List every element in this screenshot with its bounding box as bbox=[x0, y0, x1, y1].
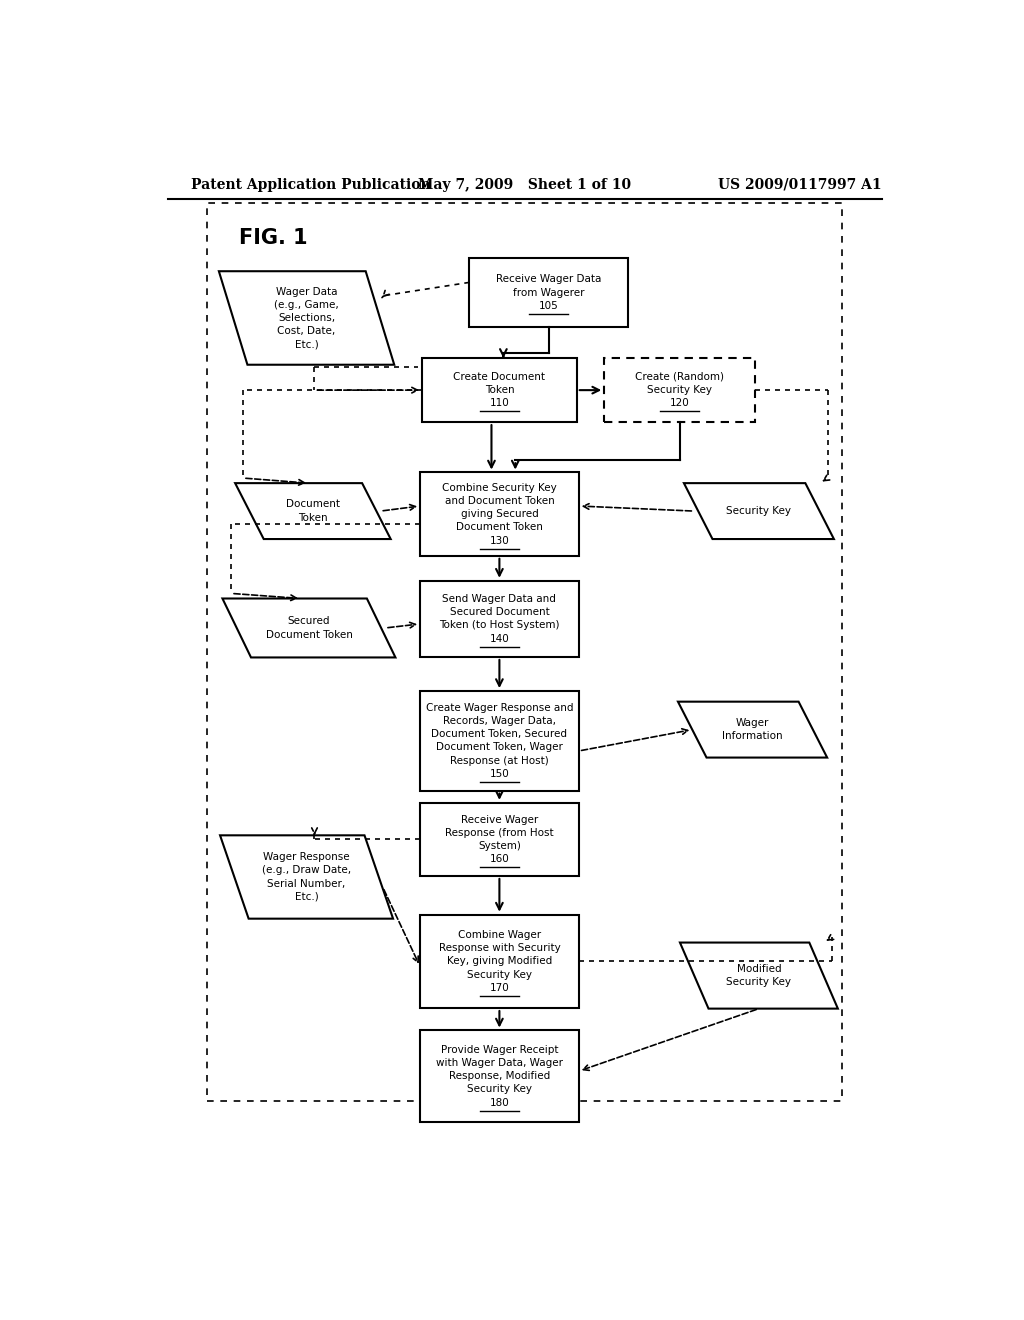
Text: 170: 170 bbox=[489, 983, 509, 993]
Text: giving Secured: giving Secured bbox=[461, 510, 539, 519]
Text: Wager Response: Wager Response bbox=[263, 853, 350, 862]
Text: Token (to Host System): Token (to Host System) bbox=[439, 620, 560, 631]
Text: 105: 105 bbox=[539, 301, 558, 310]
FancyBboxPatch shape bbox=[469, 257, 628, 327]
Polygon shape bbox=[222, 598, 395, 657]
Text: 160: 160 bbox=[489, 854, 509, 865]
Text: from Wagerer: from Wagerer bbox=[513, 288, 585, 297]
Polygon shape bbox=[236, 483, 391, 539]
Text: Records, Wager Data,: Records, Wager Data, bbox=[443, 715, 556, 726]
Text: Cost, Date,: Cost, Date, bbox=[278, 326, 336, 337]
Polygon shape bbox=[680, 942, 838, 1008]
Text: FIG. 1: FIG. 1 bbox=[240, 227, 308, 248]
Text: Security Key: Security Key bbox=[647, 385, 712, 395]
Text: Serial Number,: Serial Number, bbox=[267, 879, 346, 888]
FancyBboxPatch shape bbox=[604, 358, 755, 422]
Text: Combine Security Key: Combine Security Key bbox=[442, 483, 557, 492]
Text: Token: Token bbox=[298, 512, 328, 523]
Text: Patent Application Publication: Patent Application Publication bbox=[191, 178, 431, 191]
Text: Token: Token bbox=[484, 385, 514, 395]
FancyBboxPatch shape bbox=[420, 915, 579, 1008]
Text: US 2009/0117997 A1: US 2009/0117997 A1 bbox=[718, 178, 882, 191]
Text: Security Key: Security Key bbox=[467, 1085, 531, 1094]
Text: Response (at Host): Response (at Host) bbox=[450, 755, 549, 766]
Text: 180: 180 bbox=[489, 1098, 509, 1107]
Text: 110: 110 bbox=[489, 399, 509, 408]
Text: 140: 140 bbox=[489, 634, 509, 644]
Text: Document: Document bbox=[286, 499, 340, 510]
Text: (e.g., Draw Date,: (e.g., Draw Date, bbox=[262, 866, 351, 875]
Polygon shape bbox=[220, 836, 393, 919]
Text: Secured: Secured bbox=[288, 616, 330, 627]
Polygon shape bbox=[219, 271, 394, 364]
Text: Key, giving Modified: Key, giving Modified bbox=[446, 957, 552, 966]
Text: Document Token, Wager: Document Token, Wager bbox=[436, 742, 563, 752]
Text: Create Wager Response and: Create Wager Response and bbox=[426, 702, 573, 713]
Text: Wager Data: Wager Data bbox=[275, 286, 337, 297]
Text: Combine Wager: Combine Wager bbox=[458, 929, 541, 940]
Text: Document Token: Document Token bbox=[265, 630, 352, 640]
Text: Document Token: Document Token bbox=[456, 523, 543, 532]
Text: 150: 150 bbox=[489, 768, 509, 779]
Text: Response (from Host: Response (from Host bbox=[445, 828, 554, 838]
Polygon shape bbox=[678, 702, 827, 758]
Text: Modified: Modified bbox=[736, 964, 781, 974]
Text: Receive Wager: Receive Wager bbox=[461, 814, 538, 825]
FancyBboxPatch shape bbox=[420, 803, 579, 876]
FancyBboxPatch shape bbox=[420, 473, 579, 556]
Text: Selections,: Selections, bbox=[278, 313, 335, 323]
FancyBboxPatch shape bbox=[420, 1031, 579, 1122]
Text: with Wager Data, Wager: with Wager Data, Wager bbox=[436, 1059, 563, 1068]
Text: Etc.): Etc.) bbox=[295, 339, 318, 350]
Polygon shape bbox=[684, 483, 834, 539]
Text: Response with Security: Response with Security bbox=[438, 944, 560, 953]
Text: 130: 130 bbox=[489, 536, 509, 545]
FancyBboxPatch shape bbox=[420, 690, 579, 791]
Text: May 7, 2009   Sheet 1 of 10: May 7, 2009 Sheet 1 of 10 bbox=[418, 178, 632, 191]
Text: Document Token, Secured: Document Token, Secured bbox=[431, 729, 567, 739]
Text: Receive Wager Data: Receive Wager Data bbox=[496, 275, 601, 284]
Text: Secured Document: Secured Document bbox=[450, 607, 549, 618]
FancyBboxPatch shape bbox=[422, 358, 577, 422]
Text: Response, Modified: Response, Modified bbox=[449, 1072, 550, 1081]
Text: Create (Random): Create (Random) bbox=[635, 372, 724, 381]
Text: Create Document: Create Document bbox=[454, 372, 546, 381]
Text: Information: Information bbox=[722, 731, 783, 742]
Text: (e.g., Game,: (e.g., Game, bbox=[274, 300, 339, 310]
Text: Security Key: Security Key bbox=[726, 506, 792, 516]
Text: Send Wager Data and: Send Wager Data and bbox=[442, 594, 556, 605]
Text: Provide Wager Receipt: Provide Wager Receipt bbox=[440, 1045, 558, 1055]
Text: Security Key: Security Key bbox=[726, 977, 792, 987]
FancyBboxPatch shape bbox=[420, 581, 579, 657]
Text: and Document Token: and Document Token bbox=[444, 496, 554, 506]
Text: 120: 120 bbox=[670, 399, 689, 408]
Text: Security Key: Security Key bbox=[467, 970, 531, 979]
Text: Wager: Wager bbox=[736, 718, 769, 729]
Text: System): System) bbox=[478, 841, 521, 851]
Text: Etc.): Etc.) bbox=[295, 892, 318, 902]
